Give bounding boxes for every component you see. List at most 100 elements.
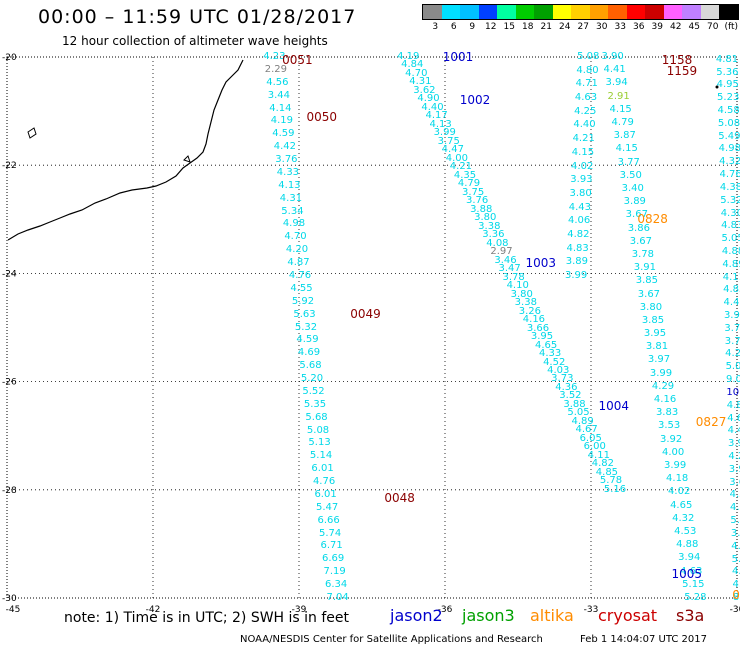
wave-height-value: 2.97 [490,246,513,258]
longitude-label: -30 [730,605,740,615]
wave-height-value: 4.29 [651,380,675,392]
wave-height-value: 5.92 [291,295,315,307]
legend-swatch [571,5,590,19]
wave-height-value: 3.89 [565,256,588,268]
wave-height-value: 4.32 [672,512,695,524]
wave-height-value: 4.25 [574,105,597,117]
wave-height-value: 4.89 [722,258,740,270]
wave-height-value: 4.23 [263,51,286,62]
wave-height-value: 3.95 [728,463,740,475]
wave-height-value: 5.08 [306,424,330,436]
wave-height-value: 4.79 [611,116,634,128]
latitude-label: -24 [2,269,17,279]
wave-height-value: 5.32 [720,194,740,206]
latitude-label: -30 [2,594,17,604]
wave-height-value: 4.76 [312,476,336,488]
wave-height-value: 4.82 [591,458,614,470]
wave-height-value: 4.88 [676,539,699,551]
axis-labels: -45 -42 -39 -36 -33 -30 -20 -22 -24 -26 -28 -30 [2,53,740,615]
wave-height-value: 4.17 [425,110,448,122]
wave-height-value: 3.73 [551,373,574,385]
pass-time-label: 1159 [666,63,698,78]
wave-height-value: 5.05 [721,233,740,245]
pass-time-label: 0826 [732,588,740,603]
wave-height-value: 3.75 [461,186,485,198]
wave-height-value: 4.47 [730,502,740,514]
wave-height-value: 5.74 [318,527,342,539]
wave-height-value: 6.05 [579,432,602,444]
wave-height-value: 3.66 [526,322,550,334]
wave-height-value: 5.08 [577,51,600,62]
wave-height-value: 4.67 [727,412,740,424]
wave-height-value: 4.41 [603,64,626,76]
legend-swatch [552,5,571,19]
satellite-legend-altika: altika [530,606,574,625]
wave-height-value: 4.16 [522,314,546,326]
wave-height-value: 3.92 [659,433,683,445]
wave-height-value: 4.08 [486,237,509,249]
wave-height-value: 4.89 [571,415,594,427]
wave-height-value: 4.59 [296,334,319,346]
wave-height-value: 4.32 [719,156,740,168]
wave-height-value: 3.67 [625,209,648,221]
wave-height-value: 3.52 [559,390,582,402]
wave-height-value: 3.99 [433,127,456,139]
wave-height-value: 3.38 [514,297,537,309]
wave-height-value: 5.68 [305,411,328,423]
color-legend: 3 6 9 12 15 18 21 24 27 30 33 36 39 42 45 70 (ft) [422,4,739,34]
legend-swatch [534,5,553,19]
wave-height-value: 4.65 [670,499,693,511]
wave-height-value: 4.33 [276,166,300,178]
legend-swatch [589,5,608,19]
wave-height-value: 3.78 [631,248,654,260]
wave-height-value: 4.13 [429,118,452,130]
wave-height-value: 5.03 [725,361,740,373]
legend-swatch [700,5,719,19]
wave-height-value: 4.51 [729,489,740,501]
color-legend-labels: 3 6 9 12 15 18 21 24 27 30 33 36 39 42 45 70 (ft) [422,22,739,34]
wave-height-value: 4.22 [728,451,740,463]
wave-height-value: 5.15 [682,578,705,590]
wave-height-value: 3.90 [601,51,624,62]
wave-height-value: 3.67 [629,235,652,247]
wave-height-value: 4.43 [568,201,592,213]
wave-height-value: 4.21 [449,161,473,173]
wave-height-value: 4.46 [732,566,740,578]
wave-height-value: 2.29 [264,63,287,75]
wave-height-value: 3.67 [729,476,740,488]
latitude-label: -26 [2,378,17,388]
wave-height-value: 5.13 [308,437,331,449]
wave-height-value: 5.63 [293,308,316,320]
coastline [7,59,719,241]
wave-height-value: 4.63 [574,92,598,104]
wave-height-value: 5.49 [718,130,740,142]
legend-tick-label: 30 [596,22,608,32]
wave-height-value: 4.98 [718,143,740,155]
legend-tick-label: 21 [540,22,552,32]
pass-time-label: 1002 [459,93,491,108]
wave-height-value: 9.00 [725,374,740,386]
legend-swatch [441,5,460,19]
wave-height-value: 3.96 [730,527,740,539]
wave-height-value: 3.53 [657,420,681,432]
wave-height-value: 4.70 [284,231,307,243]
pass-time-label: 0051 [282,52,313,67]
legend-tick-label: 45 [688,22,700,32]
legend-swatch [608,5,627,19]
coastline-path [7,59,244,241]
wave-height-value: 4.14 [269,102,292,114]
wave-height-value: 4.13 [278,179,301,191]
wave-height-value: 4.88 [721,245,740,257]
pass-time-label: 1158 [661,52,693,67]
wave-height-value: 5.28 [684,592,707,603]
wave-height-value: 5.34 [281,205,304,217]
wave-height-value: 3.76 [466,195,489,207]
wave-height-value: 4.02 [571,160,594,172]
wave-height-value: 5.68 [299,360,322,372]
wave-height-value: 4.82 [567,229,590,241]
wave-height-value: 4.21 [572,133,595,145]
wave-height-value: 4.22 [725,348,740,360]
wave-height-value: 3.67 [637,288,661,300]
wave-height-value: 3.97 [647,354,671,366]
